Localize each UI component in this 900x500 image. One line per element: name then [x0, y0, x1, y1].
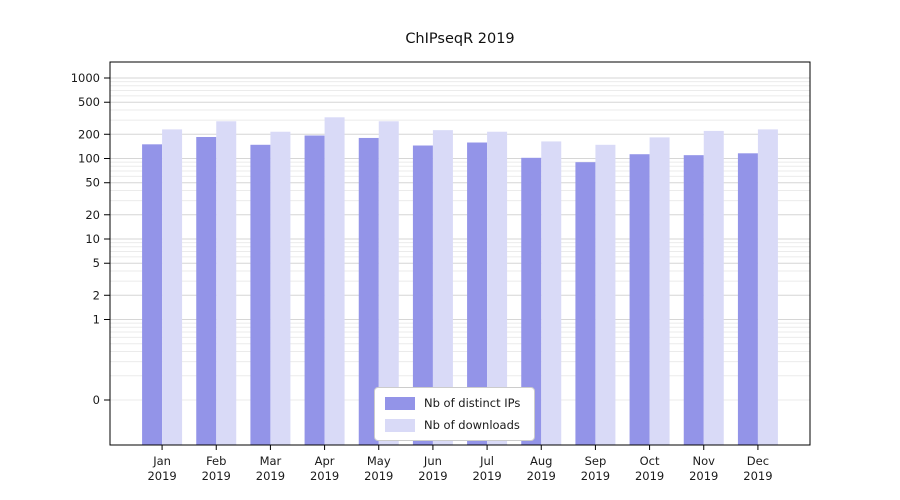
x-tick-month: Mar: [260, 454, 282, 468]
bar-dec: [737, 153, 758, 445]
y-tick-label: 1: [93, 313, 100, 327]
bar-jul: [487, 131, 508, 445]
bar-jan: [142, 144, 163, 445]
x-tick-year: 2019: [310, 469, 339, 483]
x-tick-year: 2019: [256, 469, 285, 483]
bar-nov: [703, 130, 724, 445]
x-tick-month: Apr: [315, 454, 335, 468]
x-tick-year: 2019: [581, 469, 610, 483]
bar-nov: [683, 155, 704, 445]
bar-feb: [196, 136, 217, 445]
y-tick-label: 200: [78, 127, 100, 141]
x-tick-year: 2019: [364, 469, 393, 483]
y-tick-label: 1000: [71, 71, 100, 85]
legend-label-downloads: Nb of downloads: [424, 418, 520, 432]
bar-jan: [162, 129, 183, 445]
bar-sep: [575, 162, 596, 445]
chart-title: ChIPseqR 2019: [405, 31, 515, 47]
series-downloads: [162, 117, 778, 446]
x-tick-month: Oct: [640, 454, 660, 468]
legend-swatch-downloads: [385, 418, 415, 432]
plot-border: [109, 61, 811, 446]
bar-may: [358, 137, 379, 445]
x-tick-month: Sep: [585, 454, 607, 468]
legend-label-ips: Nb of distinct IPs: [424, 396, 521, 410]
y-tick-label: 50: [85, 176, 100, 190]
legend: Nb of distinct IPs Nb of downloads: [374, 387, 536, 441]
x-axis: Jan2019Feb2019Mar2019Apr2019May2019Jun20…: [147, 445, 773, 483]
bar-dec: [757, 129, 778, 445]
y-tick-label: 100: [78, 152, 100, 166]
x-tick-year: 2019: [635, 469, 664, 483]
legend-item-ips: Nb of distinct IPs: [385, 396, 520, 410]
legend-item-downloads: Nb of downloads: [385, 418, 520, 432]
bar-aug: [521, 157, 542, 446]
x-tick-month: Jan: [152, 454, 171, 468]
bar-sep: [595, 144, 616, 445]
bar-oct: [629, 154, 650, 446]
bar-may: [378, 121, 399, 445]
x-tick-year: 2019: [418, 469, 447, 483]
bar-jun: [412, 145, 433, 445]
bar-feb: [216, 121, 237, 445]
y-tick-label: 500: [78, 95, 100, 109]
x-tick-month: May: [367, 454, 391, 468]
bar-mar: [250, 144, 271, 445]
y-tick-label: 10: [85, 232, 100, 246]
y-tick-label: 2: [93, 288, 100, 302]
bar-mar: [270, 131, 291, 445]
bar-jun: [432, 130, 453, 446]
x-tick-month: Dec: [747, 454, 769, 468]
x-tick-year: 2019: [472, 469, 501, 483]
y-tick-label: 20: [85, 208, 100, 222]
bar-aug: [541, 141, 562, 446]
x-tick-year: 2019: [527, 469, 556, 483]
series-ips: [142, 135, 758, 446]
bar-apr: [304, 135, 325, 445]
x-tick-month: Feb: [206, 454, 226, 468]
x-tick-month: Jul: [479, 454, 494, 468]
x-tick-month: Jun: [423, 454, 442, 468]
y-tick-label: 0: [93, 393, 100, 407]
bar-apr: [324, 117, 345, 445]
x-tick-year: 2019: [689, 469, 718, 483]
bar-jul: [467, 142, 488, 445]
x-tick-month: Nov: [693, 454, 716, 468]
x-tick-month: Aug: [530, 454, 552, 468]
bar-oct: [649, 137, 670, 445]
y-tick-label: 5: [93, 256, 100, 270]
x-tick-year: 2019: [147, 469, 176, 483]
x-tick-year: 2019: [202, 469, 231, 483]
legend-swatch-ips: [385, 396, 415, 410]
x-tick-year: 2019: [743, 469, 772, 483]
